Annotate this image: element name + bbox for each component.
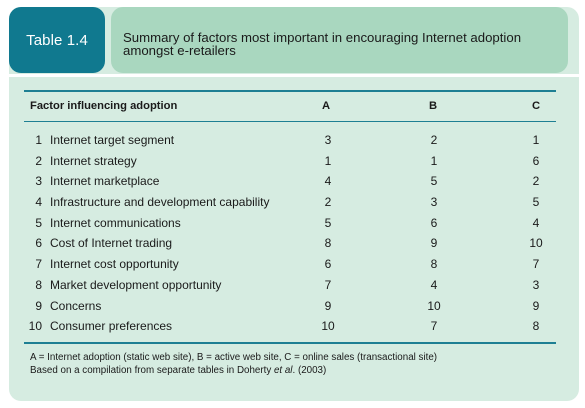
table-body: 1 Internet target segment 3 2 1 2 Internet str… — [0, 130, 585, 337]
header-separator — [9, 74, 579, 77]
factor-name: Internet target segment — [50, 133, 175, 147]
factor-name: Market development opportunity — [50, 277, 222, 292]
table-row: 10 Consumer preferences 10 7 8 — [0, 316, 585, 337]
row-number: 4 — [35, 195, 42, 210]
value-b: 7 — [430, 319, 438, 334]
value-a: 6 — [324, 257, 332, 272]
column-header-b: B — [429, 100, 438, 112]
value-a: 7 — [324, 277, 332, 292]
factor-name: Internet communications — [50, 215, 181, 230]
value-c: 5 — [532, 195, 540, 210]
value-b: 3 — [430, 195, 438, 210]
row-number: 6 — [35, 236, 42, 251]
header-rule — [24, 121, 556, 122]
table-row: 6 Cost of Internet trading 8 9 10 — [0, 233, 585, 254]
value-b: 2 — [430, 133, 438, 147]
factor-name: Concerns — [50, 298, 102, 313]
value-b: 1 — [430, 153, 438, 168]
value-c: 3 — [532, 277, 540, 292]
value-c: 8 — [532, 319, 540, 334]
value-b: 6 — [430, 215, 438, 230]
table-row: 2 Internet strategy 1 1 6 — [0, 151, 585, 172]
value-c: 6 — [532, 153, 540, 168]
value-b: 10 — [427, 298, 441, 313]
value-b: 8 — [430, 257, 438, 272]
value-c: 1 — [532, 133, 540, 147]
table-note-source: Based on a compilation from separate tab… — [30, 365, 326, 376]
table-row: 9 Concerns 9 10 9 — [0, 296, 585, 317]
source-text-italic: et al — [273, 365, 293, 376]
value-a: 9 — [324, 298, 332, 313]
column-header-factor: Factor influencing adoption — [30, 100, 178, 112]
factor-name: Cost of Internet trading — [50, 236, 173, 251]
caption-line-1: Summary of factors most important in enc… — [123, 30, 522, 45]
table-row: 3 Internet marketplace 4 5 2 — [0, 171, 585, 192]
row-number: 9 — [35, 298, 42, 313]
value-b: 4 — [430, 277, 438, 292]
value-c: 2 — [532, 174, 540, 189]
row-number: 1 — [35, 133, 42, 147]
table-row: 7 Internet cost opportunity 6 8 7 — [0, 254, 585, 275]
row-number: 5 — [35, 215, 42, 230]
value-a: 10 — [321, 319, 335, 334]
value-a: 4 — [324, 174, 332, 189]
row-number: 8 — [35, 277, 42, 292]
source-text-suffix: . (2003) — [292, 365, 327, 376]
table-number-text: Table 1.4 — [26, 31, 88, 49]
column-header-c: C — [532, 100, 541, 112]
factor-name: Infrastructure and development capabilit… — [50, 195, 270, 210]
top-rule — [24, 90, 556, 92]
table-caption: Summary of factors most important in enc… — [111, 7, 568, 73]
value-b: 5 — [430, 174, 438, 189]
source-text-prefix: Based on a compilation from separate tab… — [30, 365, 274, 376]
table-note-legend: A = Internet adoption (static web site),… — [30, 352, 438, 363]
bottom-rule — [24, 342, 556, 344]
value-c: 4 — [532, 215, 540, 230]
table-row: 5 Internet communications 5 6 4 — [0, 213, 585, 234]
table-row: 8 Market development opportunity 7 4 3 — [0, 275, 585, 296]
factor-name: Consumer preferences — [50, 319, 173, 334]
factor-name: Internet cost opportunity — [50, 257, 179, 272]
row-number: 7 — [35, 257, 42, 272]
value-a: 5 — [324, 215, 332, 230]
row-number: 10 — [28, 319, 42, 334]
factor-name: Internet marketplace — [50, 174, 160, 189]
table-row: 1 Internet target segment 3 2 1 — [0, 130, 585, 151]
table-number-label: Table 1.4 — [9, 7, 105, 73]
value-c: 9 — [532, 298, 540, 313]
value-a: 8 — [324, 236, 332, 251]
row-number: 3 — [35, 174, 42, 189]
value-c: 7 — [532, 257, 540, 272]
value-a: 1 — [324, 153, 332, 168]
value-b: 9 — [430, 236, 438, 251]
value-a: 3 — [324, 133, 332, 147]
row-number: 2 — [35, 153, 42, 168]
column-header-a: A — [322, 100, 331, 112]
value-a: 2 — [324, 195, 332, 210]
table-row: 4 Infrastructure and development capabili… — [0, 192, 585, 213]
value-c: 10 — [529, 236, 543, 251]
factor-name: Internet strategy — [50, 153, 137, 168]
caption-line-2: amongst e-retailers — [123, 43, 236, 58]
